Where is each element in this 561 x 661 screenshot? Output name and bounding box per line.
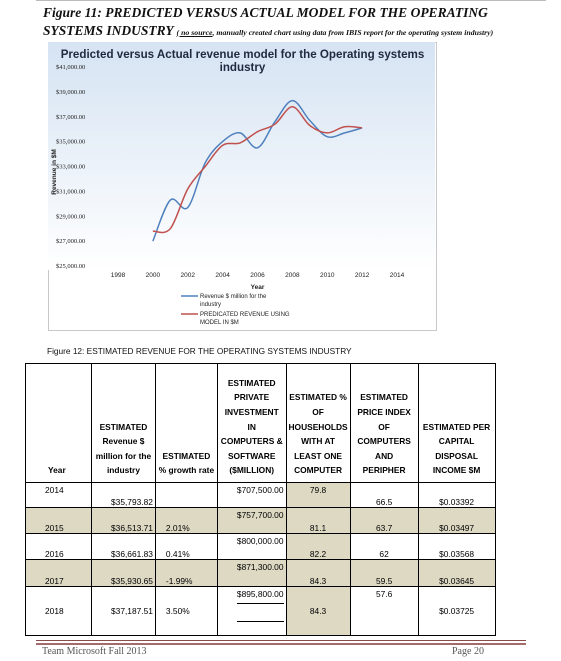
cell-revenue: $37,187.51 bbox=[91, 586, 156, 636]
x-tick-label: 2002 bbox=[181, 272, 196, 279]
cell-growth: 3.50% bbox=[154, 586, 218, 636]
cell-year: 2016 bbox=[25, 533, 92, 560]
cell-year: 2017 bbox=[25, 559, 92, 587]
cell-investment-blank-line bbox=[236, 603, 284, 617]
table-row: 2018 $37,187.51 3.50% $895,800.00 84.3 5… bbox=[25, 586, 496, 636]
x-axis-label: Year bbox=[251, 284, 265, 291]
cell-income: $0.03568 bbox=[417, 533, 496, 560]
figure-11-source-underlined: ( no source bbox=[176, 28, 213, 37]
cell-income: $0.03392 bbox=[417, 482, 496, 508]
cell-price-index: 66.5 bbox=[349, 482, 419, 508]
x-tick-label: 2006 bbox=[250, 272, 265, 279]
y-axis-label: Revenue in $M bbox=[51, 149, 58, 195]
x-tick-label: 2004 bbox=[215, 272, 230, 279]
header-income: ESTIMATED PER CAPITAL DISPOSAL INCOME $M bbox=[417, 363, 496, 483]
figure-11-title: Figure 11: PREDICTED VERSUS ACTUAL MODEL… bbox=[43, 4, 548, 42]
x-tick-label: 2000 bbox=[146, 272, 161, 279]
cell-price-index: 59.5 bbox=[349, 559, 419, 587]
cell-investment: $800,000.00 bbox=[216, 533, 287, 560]
table-row: 2016 $36,661.83 0.41% $800,000.00 82.2 6… bbox=[25, 533, 496, 560]
cell-price-index: 57.6 bbox=[349, 586, 419, 636]
cell-growth: -1.99% bbox=[154, 559, 218, 587]
y-tick-label: $39,000.00 bbox=[56, 89, 85, 96]
cell-revenue: $36,661.83 bbox=[91, 533, 156, 560]
header-revenue: ESTIMATED Revenue $ million for the indu… bbox=[91, 363, 156, 483]
x-tick-label: 1998 bbox=[111, 272, 126, 279]
y-tick-label: $33,000.00 bbox=[56, 164, 85, 171]
y-tick-label: $29,000.00 bbox=[56, 213, 85, 220]
page-top-rule bbox=[36, 0, 546, 2]
cell-revenue: $36,513.71 bbox=[91, 507, 156, 534]
cell-year: 2014 bbox=[25, 482, 92, 508]
x-tick-label: 2012 bbox=[355, 272, 370, 279]
cell-revenue: $35,930.65 bbox=[91, 559, 156, 587]
footer-rule bbox=[36, 640, 526, 641]
cell-income: $0.03497 bbox=[417, 507, 496, 534]
y-tick-label: $35,000.00 bbox=[56, 139, 85, 146]
cell-income: $0.03645 bbox=[417, 559, 496, 587]
x-tick-label: 2014 bbox=[390, 272, 405, 279]
cell-households: 82.2 bbox=[285, 533, 351, 560]
header-households: ESTIMATED % OF HOUSEHOLDS WITH AT LEAST … bbox=[285, 363, 351, 483]
cell-households: 84.3 bbox=[285, 586, 351, 636]
table-row: 2015 $36,513.71 2.01% $757,700.00 81.1 6… bbox=[25, 507, 496, 534]
y-tick-label: $27,000.00 bbox=[56, 238, 85, 245]
cell-households: 81.1 bbox=[285, 507, 351, 534]
cell-income: $0.03725 bbox=[417, 586, 496, 636]
cell-price-index: 62 bbox=[349, 533, 419, 560]
cell-growth: 2.01% bbox=[154, 507, 218, 534]
table-row: 2017 $35,930.65 -1.99% $871,300.00 84.3 … bbox=[25, 559, 496, 587]
cell-investment: $707,500.00 bbox=[216, 482, 287, 508]
cell-investment-value: $895,800.00 bbox=[236, 589, 284, 599]
cell-investment-blank-line bbox=[236, 621, 284, 635]
cell-year: 2018 bbox=[25, 586, 92, 636]
footer-rule-thick bbox=[36, 643, 526, 645]
figure-11-source-rest: , manually created chart using data from… bbox=[212, 28, 494, 37]
legend-label: Revenue $ million for the industry bbox=[200, 294, 267, 308]
cell-investment: $757,700.00 bbox=[216, 507, 287, 534]
x-tick-label: 2010 bbox=[320, 272, 335, 279]
y-tick-label: $31,000.00 bbox=[56, 188, 85, 195]
cell-investment: $895,800.00 bbox=[216, 586, 287, 636]
cell-growth bbox=[154, 482, 218, 508]
table-row: 2014 $35,793.82 $707,500.00 79.8 66.5 $0… bbox=[25, 482, 496, 508]
header-price-index: ESTIMATED PRICE INDEX OF COMPUTERS AND P… bbox=[349, 363, 419, 483]
cell-investment: $871,300.00 bbox=[216, 559, 287, 587]
y-tick-label: $41,000.00 bbox=[56, 64, 85, 71]
table-header-row: Year ESTIMATED Revenue $ million for the… bbox=[25, 363, 496, 483]
figure-11-source: ( no source, manually created chart usin… bbox=[177, 28, 494, 37]
cell-growth: 0.41% bbox=[154, 533, 218, 560]
header-year: Year bbox=[25, 363, 92, 483]
cell-year: 2015 bbox=[25, 507, 92, 534]
header-growth: ESTIMATED % growth rate bbox=[154, 363, 218, 483]
y-tick-label: $25,000.00 bbox=[56, 263, 85, 270]
footer-page-number: Page 20 bbox=[452, 646, 484, 657]
x-tick-label: 2008 bbox=[285, 272, 300, 279]
footer-team: Team Microsoft Fall 2013 bbox=[42, 646, 147, 657]
predicted-revenue-series-line bbox=[152, 106, 363, 234]
figure-12-caption: Figure 12: ESTIMATED REVENUE FOR THE OPE… bbox=[47, 346, 352, 356]
cell-households: 84.3 bbox=[285, 559, 351, 587]
chart-plot-background bbox=[48, 42, 435, 270]
estimated-revenue-table: Year ESTIMATED Revenue $ million for the… bbox=[25, 363, 496, 636]
chart-title: Predicted versus Actual revenue model fo… bbox=[60, 48, 425, 74]
actual-revenue-series-line bbox=[152, 99, 363, 242]
revenue-line-chart: $41,000.00 $39,000.00 $37,000.00 $35,000.00… bbox=[48, 42, 435, 326]
cell-households: 79.8 bbox=[285, 482, 351, 508]
y-tick-label: $37,000.00 bbox=[56, 114, 85, 121]
cell-price-index: 63.7 bbox=[349, 507, 419, 534]
header-investment: ESTIMATED PRIVATE INVESTMENT IN COMPUTER… bbox=[216, 363, 287, 483]
legend-label: PREDICATED REVENUE USING MODEL IN $M bbox=[200, 312, 290, 326]
cell-revenue: $35,793.82 bbox=[91, 482, 156, 508]
figure-11-title-text: Figure 11: PREDICTED VERSUS ACTUAL MODEL… bbox=[43, 5, 488, 38]
